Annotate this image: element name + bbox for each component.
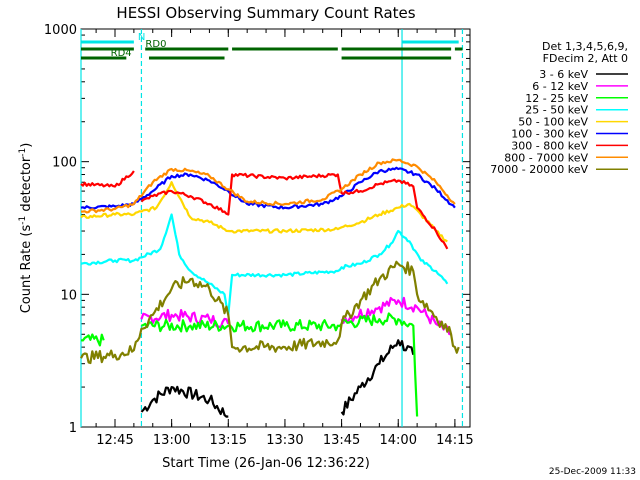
series-line [80, 166, 456, 210]
plot-frame [80, 28, 471, 428]
legend-label: 7000 - 20000 keV [490, 163, 588, 176]
series-line [80, 213, 449, 316]
series-line [140, 172, 449, 250]
legend-label: 50 - 100 keV [518, 116, 588, 129]
x-tick-label: 13:30 [266, 433, 303, 448]
legend-label: 100 - 300 keV [511, 128, 588, 141]
legend-label: 300 - 800 keV [511, 139, 588, 152]
y-tick-label: 100 [52, 156, 77, 171]
legend-label: 25 - 50 keV [525, 104, 588, 117]
y-tick-label: 1000 [44, 23, 77, 38]
y-axis-label: Count Rate (s-1 detector-1) [18, 143, 34, 314]
flag-label-n: N [138, 32, 145, 43]
x-tick-label: 12:45 [96, 433, 133, 448]
x-axis-label: Start Time (26-Jan-06 12:36:22) [162, 456, 370, 471]
series-line [80, 158, 456, 214]
series-line [80, 170, 135, 188]
x-tick-label: 14:15 [436, 433, 473, 448]
chart-title: HESSI Observing Summary Count Rates [116, 4, 415, 22]
y-tick-label: 1 [69, 421, 77, 436]
series-line [340, 339, 415, 416]
legend-label: 12 - 25 keV [525, 92, 588, 105]
tick-layer: 12:45 13:00 13:15 13:30 13:45 14:00 14:15 1 10 10… [44, 23, 474, 448]
y-tick-label: 10 [60, 288, 77, 303]
series-layer [80, 158, 460, 418]
x-tick-label: 14:00 [380, 433, 417, 448]
series-line [340, 296, 452, 336]
date-stamp: 25-Dec-2009 11:33 [549, 467, 636, 477]
x-tick-label: 13:45 [323, 433, 360, 448]
flag-label-rd0: RD0 [145, 39, 166, 50]
x-tick-label: 13:15 [210, 433, 247, 448]
series-line [140, 385, 229, 418]
series-line [141, 312, 419, 417]
legend: Det 1,3,4,5,6,9, FDecim 2, Att 0 3 - 6 k… [490, 40, 628, 176]
flag-label-rd4: RD4 [111, 48, 132, 59]
legend-header-line-2: FDecim 2, Att 0 [543, 52, 628, 65]
series-line [80, 181, 448, 243]
legend-label: 800 - 7000 keV [504, 151, 588, 164]
series-line [140, 308, 230, 329]
legend-label: 6 - 12 keV [532, 80, 588, 93]
legend-label: 3 - 6 keV [539, 68, 588, 81]
series-line [80, 260, 460, 365]
series-line [80, 333, 105, 347]
legend-header-line-1: Det 1,3,4,5,6,9, [542, 40, 628, 53]
x-tick-label: 13:00 [153, 433, 190, 448]
